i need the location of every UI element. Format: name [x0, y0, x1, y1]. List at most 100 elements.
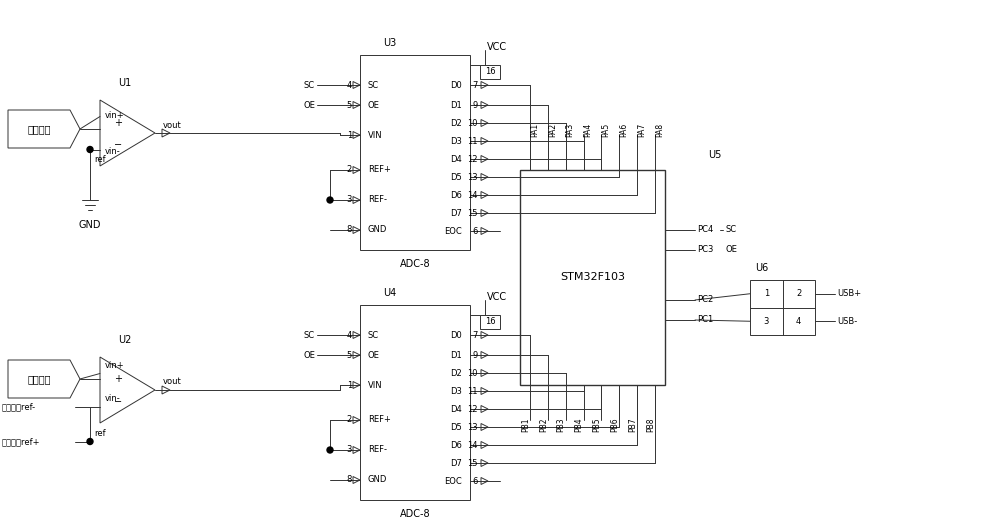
Text: D3: D3: [450, 136, 462, 145]
Text: D5: D5: [450, 173, 462, 182]
Text: U5: U5: [708, 150, 722, 160]
Text: 2: 2: [347, 166, 352, 175]
Text: vin-: vin-: [105, 147, 121, 156]
Text: 6: 6: [473, 476, 478, 485]
Text: D1: D1: [450, 350, 462, 359]
Text: 5: 5: [347, 100, 352, 109]
Bar: [360, 55, 470, 250]
Text: 脑电信号: 脑电信号: [27, 374, 51, 384]
Text: EOC: EOC: [444, 227, 462, 236]
Text: D7: D7: [450, 458, 462, 467]
Text: PC1: PC1: [697, 315, 713, 324]
Text: 5: 5: [347, 350, 352, 359]
Text: 7: 7: [473, 81, 478, 90]
Text: 10: 10: [468, 118, 478, 127]
Text: −: −: [114, 397, 122, 407]
Text: vout: vout: [163, 121, 182, 130]
Text: 9: 9: [473, 100, 478, 109]
Text: REF-: REF-: [368, 195, 387, 204]
Text: ref: ref: [94, 429, 106, 438]
Text: 12: 12: [468, 155, 478, 164]
Text: SC: SC: [725, 226, 736, 235]
Text: VCC: VCC: [487, 292, 507, 302]
Text: PB4: PB4: [575, 418, 584, 432]
Circle shape: [327, 197, 333, 203]
Text: vout: vout: [163, 378, 182, 387]
Text: 4: 4: [796, 317, 801, 326]
Text: 15: 15: [468, 458, 478, 467]
Text: 3: 3: [347, 446, 352, 455]
Text: D0: D0: [450, 81, 462, 90]
Text: 1: 1: [347, 131, 352, 140]
Text: 11: 11: [468, 136, 478, 145]
Text: OE: OE: [368, 100, 380, 109]
Text: vin+: vin+: [105, 361, 125, 370]
Text: PB2: PB2: [539, 418, 548, 432]
Text: GND: GND: [368, 475, 387, 484]
Text: 16: 16: [485, 67, 495, 76]
Text: ADC-8: ADC-8: [400, 509, 430, 519]
Text: 14: 14: [468, 191, 478, 200]
Text: 7: 7: [473, 330, 478, 339]
Text: 12: 12: [468, 405, 478, 414]
Text: VIN: VIN: [368, 131, 383, 140]
Text: PA7: PA7: [637, 123, 646, 137]
Text: PA1: PA1: [530, 123, 539, 137]
Text: D6: D6: [450, 191, 462, 200]
Bar: [480, 65, 500, 79]
Text: D0: D0: [450, 330, 462, 339]
Text: U1: U1: [118, 78, 132, 88]
Text: VIN: VIN: [368, 381, 383, 390]
Text: PB1: PB1: [521, 418, 530, 432]
Text: U4: U4: [383, 288, 397, 298]
Text: GND: GND: [79, 219, 101, 229]
Text: 脑电信号ref-: 脑电信号ref-: [2, 402, 36, 411]
Text: SC: SC: [368, 330, 379, 339]
Text: PB6: PB6: [610, 418, 619, 432]
Text: D5: D5: [450, 423, 462, 432]
Text: 2: 2: [796, 289, 801, 298]
Text: U2: U2: [118, 335, 132, 345]
Text: D2: D2: [450, 369, 462, 378]
Text: PA6: PA6: [619, 123, 628, 137]
Text: U3: U3: [383, 38, 397, 48]
Text: 4: 4: [347, 330, 352, 339]
Bar: [750, 280, 815, 335]
Text: D4: D4: [450, 155, 462, 164]
Circle shape: [327, 447, 333, 453]
Text: OE: OE: [368, 350, 380, 359]
Text: 4: 4: [347, 81, 352, 90]
Text: PA2: PA2: [548, 123, 557, 137]
Bar: [360, 305, 470, 500]
Text: 2: 2: [347, 415, 352, 424]
Text: +: +: [114, 373, 122, 383]
Text: vin-: vin-: [105, 394, 121, 403]
Text: USB+: USB+: [837, 289, 861, 298]
Text: 14: 14: [468, 441, 478, 450]
Text: PB5: PB5: [592, 418, 601, 432]
Text: PC4: PC4: [697, 226, 713, 235]
Bar: [480, 315, 500, 329]
Text: ref: ref: [94, 155, 106, 164]
Text: 9: 9: [473, 350, 478, 359]
Text: EOC: EOC: [444, 476, 462, 485]
Circle shape: [87, 439, 93, 444]
Text: 3: 3: [764, 317, 769, 326]
Text: 6: 6: [473, 227, 478, 236]
Text: 13: 13: [467, 423, 478, 432]
Text: OE: OE: [303, 100, 315, 109]
Text: −: −: [114, 140, 122, 150]
Text: D4: D4: [450, 405, 462, 414]
Text: D2: D2: [450, 118, 462, 127]
Text: vin+: vin+: [105, 110, 125, 119]
Text: D7: D7: [450, 209, 462, 218]
Text: GND: GND: [368, 226, 387, 235]
Text: PB3: PB3: [557, 418, 566, 432]
Text: U6: U6: [755, 263, 768, 273]
Text: +: +: [114, 118, 122, 128]
Text: SC: SC: [368, 81, 379, 90]
Text: 音频信号: 音频信号: [27, 124, 51, 134]
Text: OE: OE: [303, 350, 315, 359]
Text: D6: D6: [450, 441, 462, 450]
Text: ADC-8: ADC-8: [400, 259, 430, 269]
